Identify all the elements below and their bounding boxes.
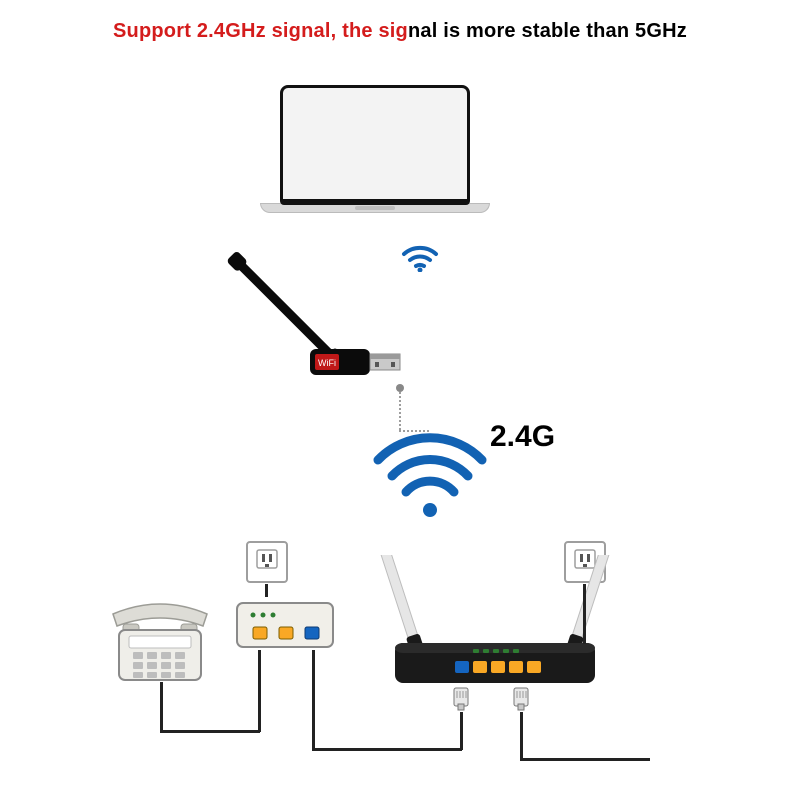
headline-part1: Support 2.4GHz signal, the sig	[113, 20, 408, 42]
usb-wifi-adapter-icon: WiFi	[215, 245, 415, 385]
phone-cable	[160, 730, 260, 733]
router-icon	[360, 555, 630, 675]
power-cable	[265, 584, 268, 597]
power-cable	[583, 584, 586, 644]
dash-node	[396, 384, 404, 392]
dash-connector	[399, 392, 401, 430]
phone-cable	[160, 682, 163, 732]
wifi-band-label: 2.4G	[490, 420, 555, 454]
adapter-label: WiFi	[318, 358, 336, 368]
phone-icon	[105, 600, 215, 685]
wifi-large-icon	[370, 430, 490, 520]
ethernet-cable	[460, 712, 463, 750]
power-outlet-icon	[245, 540, 289, 584]
ethernet-cable	[312, 650, 315, 750]
rj45-plug-icon	[512, 686, 530, 712]
ethernet-cable	[312, 748, 462, 751]
ethernet-cable	[520, 712, 523, 760]
phone-cable	[258, 650, 261, 732]
headline-part2: nal is more stable than 5GHz	[408, 20, 687, 42]
ethernet-cable	[520, 758, 650, 761]
rj45-plug-icon	[452, 686, 470, 712]
headline: Support 2.4GHz signal, the signal is mor…	[0, 20, 800, 43]
laptop-icon	[260, 85, 490, 240]
diagram-canvas: Support 2.4GHz signal, the signal is mor…	[0, 0, 800, 800]
modem-icon	[235, 595, 335, 655]
